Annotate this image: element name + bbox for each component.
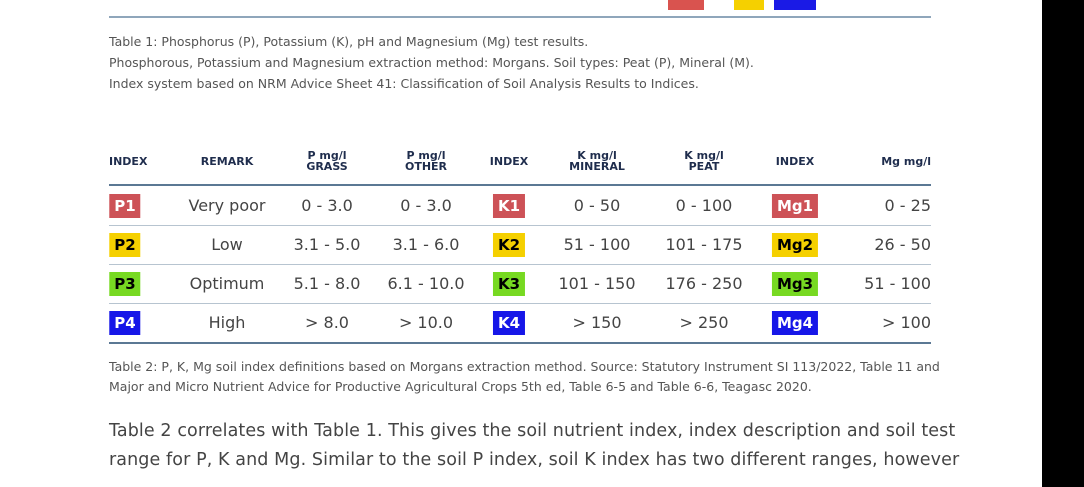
index-badge: Mg3 bbox=[771, 272, 819, 296]
index-badge: Mg4 bbox=[771, 311, 819, 335]
index-badge: K2 bbox=[492, 233, 526, 257]
column-header: OTHER bbox=[404, 160, 448, 173]
table-cell: > 250 bbox=[679, 313, 729, 332]
top-rule bbox=[109, 16, 931, 18]
caption-line: Phosphorous, Potassium and Magnesium ext… bbox=[109, 55, 754, 70]
table-cell: Very poor bbox=[188, 196, 266, 215]
table-cell: 0 - 3.0 bbox=[400, 196, 452, 215]
table-cell: 51 - 100 bbox=[563, 235, 631, 254]
index-badge: P2 bbox=[109, 233, 141, 257]
table-cell: 5.1 - 8.0 bbox=[293, 274, 361, 293]
index-badge: Mg1 bbox=[771, 194, 819, 218]
column-header: GRASS bbox=[306, 160, 348, 173]
table-cell: 0 - 100 bbox=[675, 196, 733, 215]
cut-badge bbox=[774, 0, 816, 10]
table-cell: 3.1 - 5.0 bbox=[293, 235, 361, 254]
row-rule bbox=[109, 264, 931, 265]
table-cell: 26 - 50 bbox=[874, 235, 931, 254]
header-rule bbox=[109, 184, 931, 186]
table-cell: 0 - 3.0 bbox=[301, 196, 353, 215]
table-cell: Low bbox=[211, 235, 243, 254]
column-header: REMARK bbox=[200, 155, 254, 168]
column-header: Mg mg/l bbox=[881, 155, 931, 168]
index-badge: Mg2 bbox=[771, 233, 819, 257]
paragraph-line: range for P, K and Mg. Similar to the so… bbox=[109, 450, 960, 470]
column-header: P mg/l bbox=[307, 149, 347, 162]
column-header: PEAT bbox=[688, 160, 720, 173]
cut-badge bbox=[668, 0, 704, 10]
caption-line: Major and Micro Nutrient Advice for Prod… bbox=[109, 379, 812, 394]
table-cell: 0 - 25 bbox=[884, 196, 931, 215]
column-header: K mg/l bbox=[684, 149, 724, 162]
table-cell: 101 - 175 bbox=[665, 235, 743, 254]
table-cell: > 8.0 bbox=[305, 313, 349, 332]
column-header: MINERAL bbox=[569, 160, 625, 173]
column-header: P mg/l bbox=[406, 149, 446, 162]
table-cell: 51 - 100 bbox=[864, 274, 931, 293]
index-badge: P3 bbox=[109, 272, 141, 296]
caption-line: Table 1: Phosphorus (P), Potassium (K), … bbox=[109, 34, 589, 49]
screen-edge bbox=[1042, 0, 1084, 487]
column-header: INDEX bbox=[775, 155, 815, 168]
table-cell: > 100 bbox=[881, 313, 931, 332]
index-badge: P1 bbox=[109, 194, 141, 218]
table-cell: > 150 bbox=[572, 313, 622, 332]
column-header: INDEX bbox=[489, 155, 529, 168]
cut-badge bbox=[734, 0, 764, 10]
index-badge: K4 bbox=[492, 311, 526, 335]
table-cell: > 10.0 bbox=[398, 313, 454, 332]
table-cell: Optimum bbox=[189, 274, 265, 293]
table-cell: 3.1 - 6.0 bbox=[392, 235, 460, 254]
table-cell: 6.1 - 10.0 bbox=[387, 274, 465, 293]
row-rule bbox=[109, 303, 931, 304]
column-header: INDEX bbox=[109, 155, 148, 168]
caption-line: Index system based on NRM Advice Sheet 4… bbox=[109, 76, 699, 91]
table-cell: 101 - 150 bbox=[558, 274, 636, 293]
index-badge: K3 bbox=[492, 272, 526, 296]
row-rule bbox=[109, 225, 931, 226]
table-cell: 176 - 250 bbox=[665, 274, 743, 293]
index-badge: P4 bbox=[109, 311, 141, 335]
table-cell: High bbox=[208, 313, 246, 332]
index-badge: K1 bbox=[492, 194, 526, 218]
row-rule bbox=[109, 342, 931, 344]
paragraph-line: Table 2 correlates with Table 1. This gi… bbox=[109, 421, 956, 441]
column-header: K mg/l bbox=[577, 149, 617, 162]
caption-line: Table 2: P, K, Mg soil index definitions… bbox=[109, 359, 940, 374]
table-cell: 0 - 50 bbox=[573, 196, 621, 215]
